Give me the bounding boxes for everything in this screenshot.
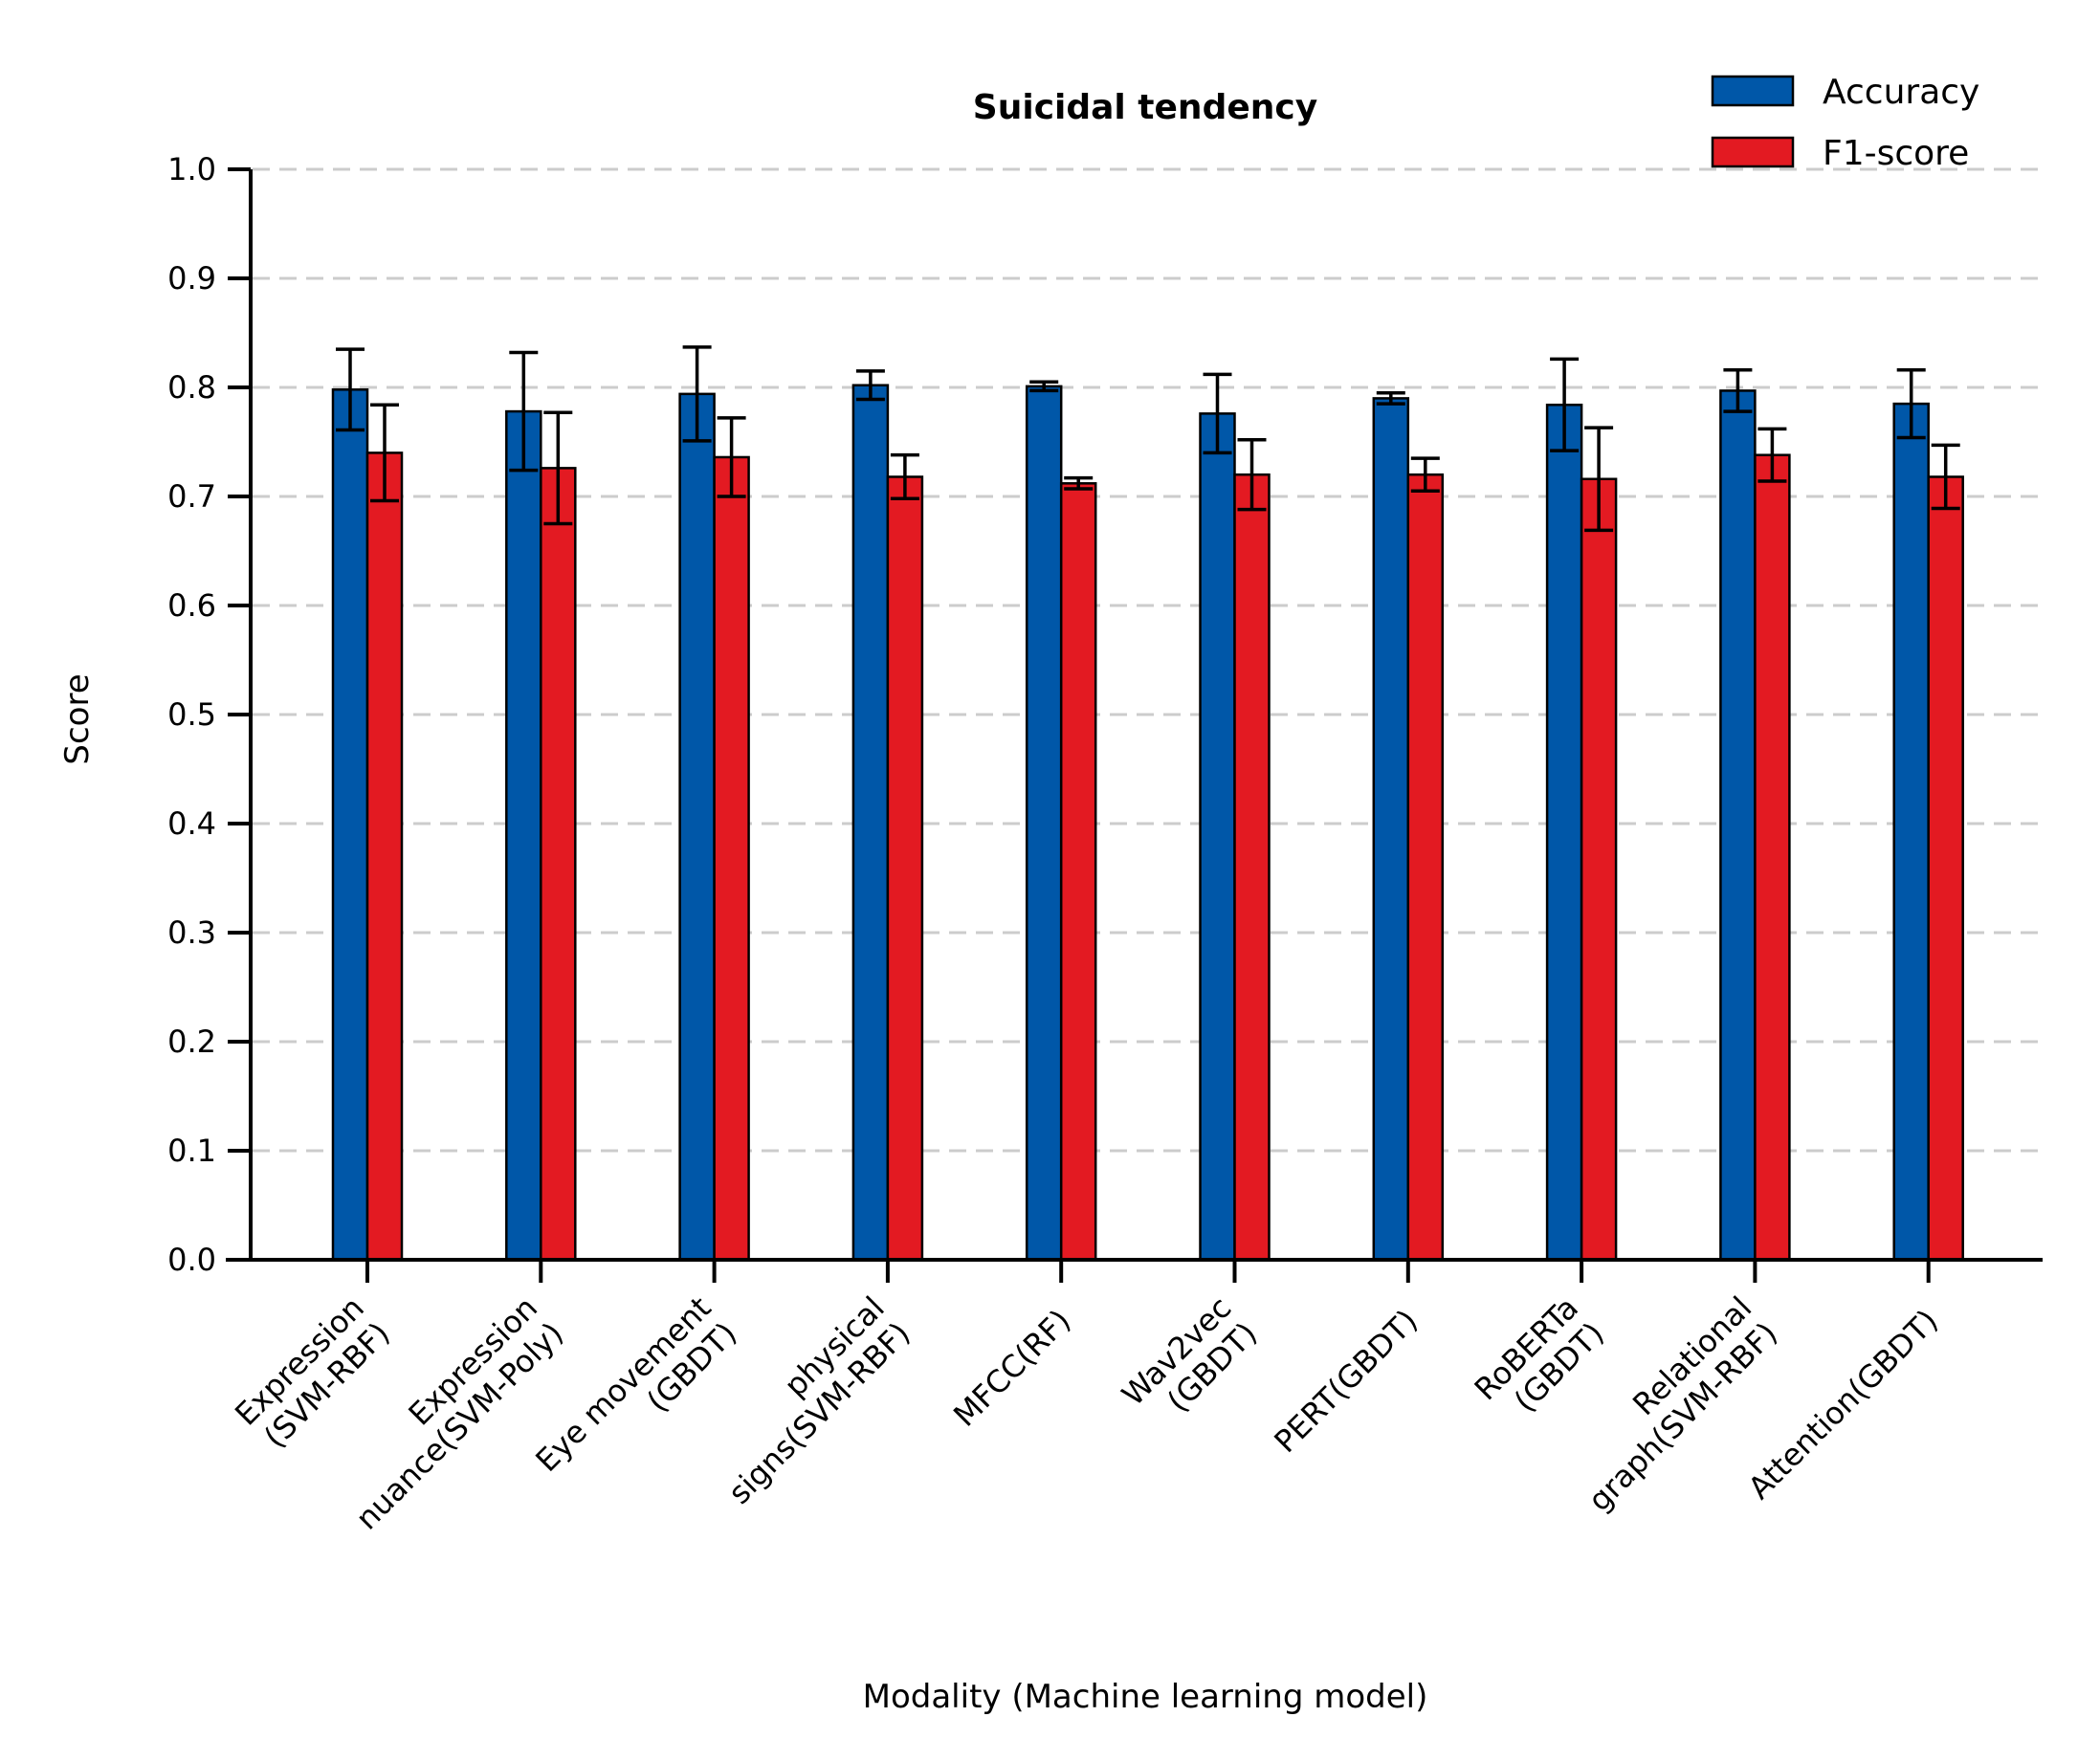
x-tick-label: Eye movement(GBDT) (528, 1289, 743, 1505)
x-tick-label: MFCC(RF) (946, 1302, 1077, 1433)
bar-accuracy (1545, 403, 1583, 1262)
bar-accuracy (1025, 385, 1063, 1262)
x-tick-label: RoBERTa(GBDT) (1468, 1289, 1611, 1433)
x-tick-label: PERT(GBDT) (1267, 1302, 1425, 1460)
y-tick-label: 0.2 (167, 1024, 216, 1060)
x-axis-label: Modality (Machine learning model) (863, 1678, 1428, 1716)
bar-f1-score (713, 455, 750, 1262)
bar-accuracy (851, 384, 890, 1262)
bar-accuracy (678, 392, 716, 1262)
bar-f1-score (540, 467, 577, 1262)
bar-f1-score (1754, 453, 1791, 1262)
legend-swatch-accuracy (1711, 75, 1795, 107)
legend-label-f1-score: F1-score (1823, 134, 1969, 173)
y-tick-label: 0.1 (167, 1133, 216, 1169)
bar-accuracy (1892, 402, 1930, 1262)
x-tick-label: Expression(SVM-RBF) (228, 1289, 397, 1459)
bar-f1-score (886, 475, 924, 1262)
bar-f1-score (1059, 482, 1097, 1262)
y-tick-label: 1.0 (167, 151, 216, 187)
error-bars (336, 345, 1960, 533)
bar-f1-score (1233, 473, 1271, 1262)
bar-accuracy (505, 409, 542, 1262)
y-tick-label: 0.6 (167, 587, 216, 624)
y-tick-label: 0.9 (167, 260, 216, 297)
y-tick-label: 0.5 (167, 696, 216, 733)
bar-f1-score (365, 451, 404, 1262)
y-axis-label: Score (58, 673, 97, 764)
bars (331, 384, 1964, 1262)
y-ticks: 0.0 0.1 0.2 0.3 0.4 0.5 0.6 0.7 0.8 0.9 1.0 (167, 151, 251, 1278)
bar-accuracy (1199, 412, 1236, 1262)
bar-accuracy (1719, 389, 1757, 1262)
y-tick-label: 0.8 (167, 369, 216, 406)
y-tick-label: 0.0 (167, 1242, 216, 1278)
legend-swatch-f1-score (1711, 136, 1795, 168)
legend-label-accuracy: Accuracy (1823, 73, 1979, 112)
legend: Accuracy F1-score (1711, 73, 1979, 173)
bar-f1-score (1580, 477, 1618, 1262)
bar-f1-score (1406, 473, 1445, 1262)
x-tick-label: Wav2vec(GBDT) (1115, 1289, 1264, 1439)
x-ticks: Expression(SVM-RBF) Expressionnuance(SVM-… (228, 1260, 1945, 1537)
bar-accuracy (1372, 397, 1410, 1262)
y-tick-label: 0.4 (167, 805, 216, 842)
x-tick-label: physicalsigns(SVM-RBF) (696, 1289, 917, 1511)
y-tick-label: 0.7 (167, 478, 216, 515)
bar-accuracy (331, 388, 369, 1262)
bar-f1-score (1927, 475, 1964, 1262)
chart-title: Suicidal tendency (973, 88, 1317, 127)
y-tick-label: 0.3 (167, 914, 216, 951)
